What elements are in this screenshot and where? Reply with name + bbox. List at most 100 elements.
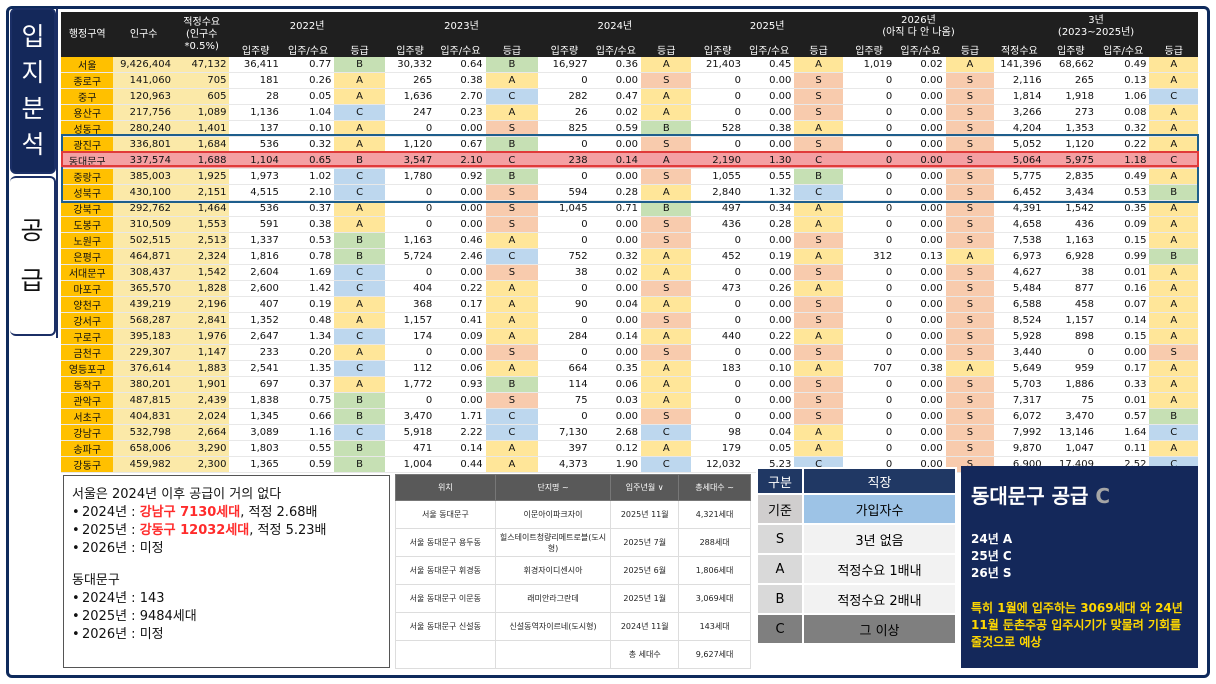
value-cell: 0.14 — [590, 152, 642, 169]
value-cell: 0 — [842, 344, 896, 361]
value-cell: 0.09 — [435, 328, 486, 345]
conclusion-grade: C — [1095, 484, 1111, 508]
subheader-cell: 입주/수요 — [590, 42, 642, 57]
value-cell: 38 — [1044, 264, 1098, 281]
tab-supply[interactable]: 공 급 — [10, 176, 56, 336]
value-cell: 0.00 — [590, 136, 642, 153]
grade-legend: 구분 직장 기준 가입자수 S 3년 없음 A 적정수요 1배내 B 적정수요 2배내… — [755, 467, 957, 645]
value-cell: 536 — [229, 200, 282, 217]
grade-cell: A — [1149, 360, 1198, 377]
table-row: 서울 9,426,404 47,132 36,411 0.77 B 30,332 0.64 B 1… — [61, 57, 1198, 73]
value-cell: 2.70 — [435, 88, 486, 105]
grade-cell: C — [1149, 88, 1198, 105]
complex-header-name[interactable]: 단지명 ~ — [494, 474, 612, 501]
grade-cell: S — [945, 296, 995, 313]
value-cell: 8,524 — [994, 312, 1045, 329]
grade-cell: S — [641, 312, 692, 329]
value-cell: 0.34 — [743, 200, 795, 217]
value-cell: 0.00 — [895, 200, 946, 217]
complex-row: 서울 동대문구 용두동 힐스테이트청량리메트로블(도시형) 2025년 7월 288세… — [395, 528, 751, 557]
value-cell: 0.67 — [435, 136, 486, 153]
value-cell: 7,317 — [994, 392, 1045, 409]
grade-cell: S — [945, 88, 995, 105]
value-cell: 0.07 — [1097, 296, 1150, 313]
value-cell: 3,434 — [1044, 184, 1098, 201]
complex-header-units[interactable]: 총세대수 ~ — [678, 474, 751, 501]
grade-cell: C — [334, 328, 385, 345]
district-item: 2026년 : 미정 — [72, 626, 381, 644]
value-cell: 6,973 — [994, 248, 1045, 265]
grade-cell: S — [794, 264, 843, 281]
subheader-cell: 입주량 — [1044, 42, 1098, 57]
value-cell: 0 — [691, 392, 744, 409]
legend-key: 기준 — [755, 493, 805, 525]
population-cell: 1,464 — [173, 200, 230, 217]
grade-cell: C — [794, 184, 843, 201]
value-cell: 1,163 — [384, 232, 436, 249]
district-cell: 영등포구 — [61, 360, 114, 377]
district-cell: 동작구 — [61, 376, 114, 393]
complex-cell: 2025년 11월 — [610, 500, 680, 529]
table-row: 송파구 658,006 3,290 1,803 0.55 B 471 0.14 A 397 0.12… — [61, 440, 1198, 457]
grade-cell: A — [334, 200, 385, 217]
grade-cell: A — [1149, 232, 1198, 249]
value-cell: 0 — [384, 344, 436, 361]
value-cell: 1,157 — [384, 312, 436, 329]
value-cell: 179 — [691, 440, 744, 457]
value-cell: 0.00 — [895, 152, 946, 169]
summary-item: 2024년 : 강남구 7130세대, 적정 2.68배 — [72, 504, 381, 522]
population-cell: 1,553 — [173, 216, 230, 233]
value-cell: 2,600 — [229, 280, 282, 297]
value-cell: 0 — [1044, 344, 1098, 361]
value-cell: 0.26 — [743, 280, 795, 297]
value-cell: 0.13 — [895, 248, 946, 265]
value-cell: 0 — [538, 168, 591, 185]
value-cell: 0 — [384, 264, 436, 281]
grade-cell: A — [794, 328, 843, 345]
value-cell: 0.00 — [435, 200, 486, 217]
tab-location-analysis[interactable]: 입 지 분 석 — [10, 8, 56, 174]
population-cell: 568,287 — [113, 312, 174, 329]
subheader-cell: 등급 — [485, 42, 539, 57]
value-cell: 0 — [384, 120, 436, 137]
population-cell: 217,756 — [113, 104, 174, 121]
value-cell: 959 — [1044, 360, 1098, 377]
grade-cell: S — [485, 264, 539, 281]
value-cell: 0 — [538, 408, 591, 425]
table-row: 서초구 404,831 2,024 1,345 0.66 B 3,470 1.71 C 0 0.00… — [61, 408, 1198, 425]
grade-cell: S — [641, 280, 692, 297]
complex-header-date[interactable]: 입주년월 ∨ — [610, 474, 680, 501]
value-cell: 0 — [842, 392, 896, 409]
value-cell: 0 — [842, 328, 896, 345]
population-cell: 2,439 — [173, 392, 230, 409]
grade-cell: A — [641, 360, 692, 377]
district-cell: 중구 — [61, 88, 114, 105]
table-row: 양천구 439,219 2,196 407 0.19 A 368 0.17 A 90 0.04 A 0 0… — [61, 296, 1198, 313]
grade-cell: C — [485, 88, 539, 105]
value-cell: 0 — [842, 280, 896, 297]
value-cell: 1.34 — [281, 328, 335, 345]
grade-cell: A — [1149, 168, 1198, 185]
value-cell: 0.35 — [1097, 200, 1150, 217]
value-cell: 3,547 — [384, 152, 436, 169]
grade-cell: A — [485, 456, 539, 473]
grade-cell: A — [1149, 120, 1198, 137]
grade-cell: S — [485, 392, 539, 409]
complex-header-location[interactable]: 위치 — [395, 474, 496, 501]
value-cell: 0.00 — [895, 72, 946, 89]
population-cell: 439,219 — [113, 296, 174, 313]
complex-row: 서울 동대문구 이문아이파크자이 2025년 11월 4,321세대 — [395, 500, 751, 529]
value-cell: 0.53 — [281, 232, 335, 249]
value-cell: 5,703 — [994, 376, 1045, 393]
complex-cell — [395, 640, 496, 669]
legend-key: B — [755, 583, 805, 615]
value-cell: 284 — [538, 328, 591, 345]
value-cell: 0.65 — [281, 152, 335, 169]
grade-cell: B — [1149, 248, 1198, 265]
complex-cell: 서울 동대문구 이문동 — [395, 584, 496, 613]
value-cell: 0 — [691, 376, 744, 393]
complex-row: 서울 동대문구 이문동 래미안라그란데 2025년 1월 3,069세대 — [395, 584, 751, 613]
grade-cell: A — [485, 296, 539, 313]
value-cell: 1,636 — [384, 88, 436, 105]
value-cell: 825 — [538, 120, 591, 137]
